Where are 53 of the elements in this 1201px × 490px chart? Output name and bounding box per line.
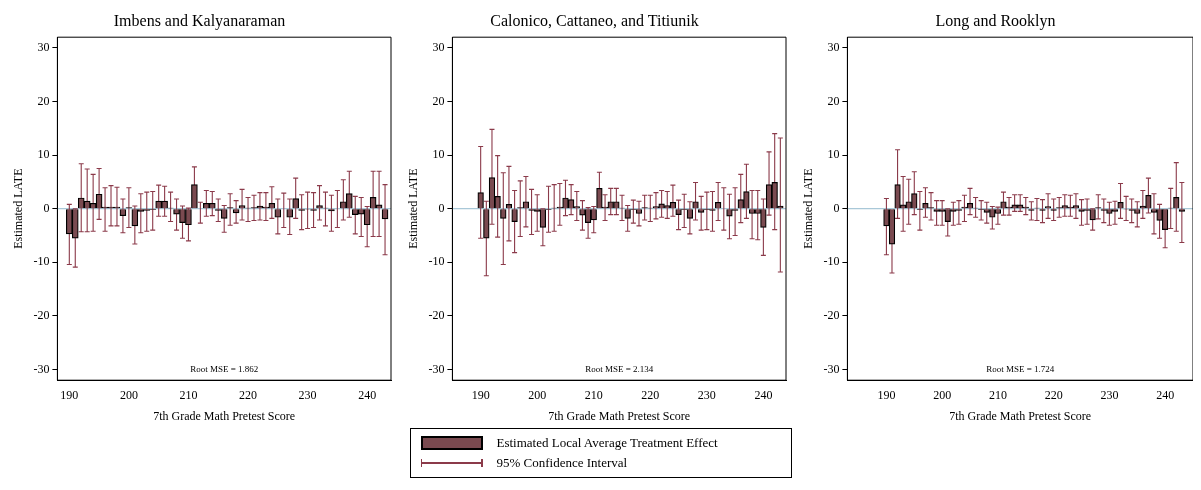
x-tick-label: 240: [358, 387, 377, 402]
y-tick-label: 20: [432, 93, 445, 108]
x-tick-label: 190: [60, 387, 79, 402]
y-tick-label: -10: [33, 254, 50, 269]
y-tick-label: 10: [37, 147, 50, 162]
x-tick-label: 230: [697, 387, 716, 402]
y-tick-label: 0: [43, 200, 50, 215]
y-tick-label: 30: [37, 40, 50, 55]
y-tick-label: -20: [823, 308, 840, 323]
x-tick-label: 190: [471, 387, 490, 402]
x-tick-label: 210: [179, 387, 198, 402]
y-tick-label: -20: [428, 308, 445, 323]
x-tick-label: 190: [877, 387, 896, 402]
y-tick-label: 0: [438, 200, 445, 215]
x-tick-label: 220: [641, 387, 660, 402]
x-tick-label: 200: [528, 387, 547, 402]
x-tick-label: 210: [988, 387, 1007, 402]
text: 95% Confidence Interval: [496, 455, 628, 471]
x-tick-label: 220: [239, 387, 258, 402]
annotation: Root MSE = 1.862: [190, 364, 259, 375]
y-tick-label: -30: [33, 361, 50, 376]
x-tick-label: 230: [298, 387, 317, 402]
y-tick-label: 0: [833, 200, 840, 215]
x-tick-label: 210: [584, 387, 603, 402]
x-tick-label: 200: [119, 387, 138, 402]
legend-label: Estimated Local Average Treatment Effect: [496, 435, 718, 451]
y-axis-title: Estimated LATE: [801, 168, 816, 249]
y-tick-label: 20: [37, 93, 50, 108]
y-tick-label: 20: [827, 93, 840, 108]
y-tick-label: -30: [823, 361, 840, 376]
y-tick-label: -10: [823, 254, 840, 269]
x-tick-label: 240: [754, 387, 773, 402]
y-axis-title: Estimated LATE: [406, 168, 421, 249]
annotation: Root MSE = 2.134: [585, 364, 654, 375]
chart-title: Long and Rooklyn: [935, 11, 1056, 30]
x-axis-title: 7th Grade Math Pretest Score: [548, 408, 691, 423]
chart-title: Calonico, Cattaneo, and Titiunik: [490, 11, 699, 29]
y-tick-label: 10: [432, 147, 445, 162]
y-tick-label: 10: [827, 147, 840, 162]
y-tick-label: 30: [827, 40, 840, 55]
x-axis-title: 7th Grade Math Pretest Score: [153, 408, 296, 423]
y-tick-label: -20: [33, 308, 50, 323]
annotation: Root MSE = 1.724: [986, 364, 1055, 375]
x-tick-label: 240: [1156, 387, 1175, 402]
x-tick-label: 230: [1100, 387, 1119, 402]
y-tick-label: -10: [428, 254, 445, 269]
y-axis-title: Estimated LATE: [11, 168, 26, 249]
y-tick-label: 30: [432, 40, 445, 55]
x-axis-title: 7th Grade Math Pretest Score: [949, 408, 1092, 423]
x-tick-label: 200: [933, 387, 952, 402]
x-tick-label: 220: [1044, 387, 1063, 402]
y-tick-label: -30: [428, 361, 445, 376]
chart-title: Imbens and Kalyanaraman: [113, 11, 286, 30]
